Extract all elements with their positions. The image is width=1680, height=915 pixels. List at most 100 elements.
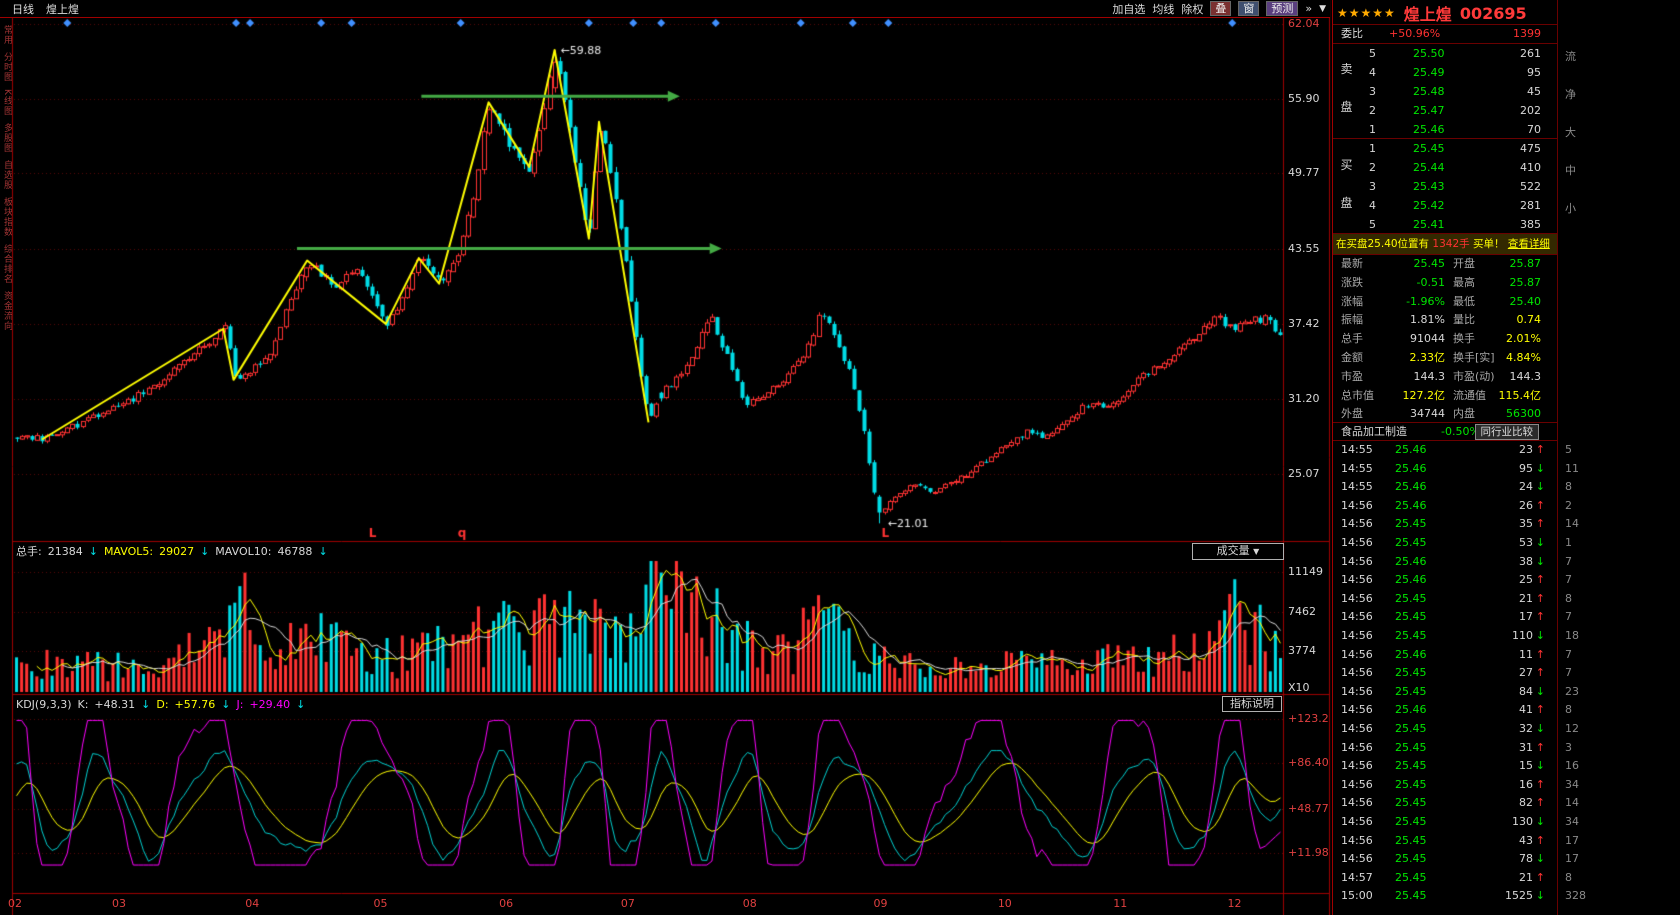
add-watchlist-button[interactable]: 加自选 xyxy=(1112,2,1146,16)
weibi-row: 委比 +50.96% 1399 xyxy=(1333,24,1680,43)
up-arrow-icon: ↑ xyxy=(1535,666,1545,679)
sidebar-item[interactable]: 资金流向 xyxy=(2,290,12,331)
tick-volume: 43 xyxy=(1519,834,1533,847)
tick-volume: 38 xyxy=(1519,555,1533,568)
tick-row[interactable]: 14:56 25.45 21 ↑ 8 xyxy=(1333,590,1680,608)
notice-detail-link[interactable]: 查看详细 xyxy=(1507,238,1550,250)
sell-level-row[interactable]: 5 25.50 261 xyxy=(1333,44,1680,63)
sidebar-item[interactable]: 板块指数 xyxy=(2,196,12,237)
tick-row[interactable]: 14:55 25.46 23 ↑ 5 xyxy=(1333,441,1680,459)
tick-price: 25.45 xyxy=(1395,889,1427,902)
sidebar-item[interactable]: 综合排名 xyxy=(2,243,12,284)
tick-row[interactable]: 14:56 25.46 41 ↑ 8 xyxy=(1333,701,1680,719)
indicator-help-button[interactable]: 指标说明 xyxy=(1222,696,1282,712)
stat-cell: 总手 91044 xyxy=(1333,329,1680,348)
overlay-button[interactable]: 叠 xyxy=(1210,1,1232,16)
tick-row[interactable]: 14:56 25.45 32 ↓ 12 xyxy=(1333,720,1680,738)
price-axis-label: 25.07 xyxy=(1288,466,1320,480)
industry-row: 食品加工制造 -0.50% 同行业比较 xyxy=(1333,423,1680,441)
sidebar-item[interactable]: 常用 xyxy=(2,25,12,45)
period-label[interactable]: 日线 xyxy=(12,2,34,16)
level-volume: 522 xyxy=(1520,180,1541,193)
tick-row[interactable]: 14:56 25.45 27 ↑ 7 xyxy=(1333,664,1680,682)
kdj-pane-header: KDJ(9,3,3) K: +48.31 ↓ D: +57.76 ↓ J: +2… xyxy=(16,696,305,712)
level-number: 3 xyxy=(1369,85,1376,98)
sell-level-row[interactable]: 1 25.46 70 xyxy=(1333,120,1680,139)
tick-row[interactable]: 14:56 25.45 17 ↑ 7 xyxy=(1333,608,1680,626)
stat-value: 25.87 xyxy=(1509,276,1542,289)
down-arrow-icon: ↓ xyxy=(200,544,210,558)
tick-row[interactable]: 14:56 25.45 110 ↓ 18 xyxy=(1333,627,1680,645)
separator-line xyxy=(1333,254,1557,255)
stat-value: 144.3 xyxy=(1413,370,1446,383)
sell-side-label: 卖盘 xyxy=(1340,62,1353,114)
skip-end-icon[interactable]: » xyxy=(1305,2,1313,15)
buy-level-row[interactable]: 3 25.43 522 xyxy=(1333,177,1680,196)
tick-row[interactable]: 14:56 25.46 11 ↑ 7 xyxy=(1333,646,1680,664)
tick-row[interactable]: 14:56 25.46 38 ↓ 7 xyxy=(1333,553,1680,571)
stat-cell: 外盘 34744 xyxy=(1333,404,1680,423)
buy-level-row[interactable]: 4 25.42 281 xyxy=(1333,196,1680,215)
kdj-axis-label: +11.98 xyxy=(1288,846,1329,860)
tick-time: 14:56 xyxy=(1341,555,1373,568)
predict-button[interactable]: 预测 xyxy=(1266,1,1299,16)
sell-level-row[interactable]: 2 25.47 202 xyxy=(1333,101,1680,120)
tick-count: 16 xyxy=(1565,759,1579,772)
sidebar-item[interactable]: 分时图 xyxy=(2,52,12,82)
sidebar-item[interactable]: 多股图 xyxy=(2,122,12,153)
sidebar-item[interactable]: K线图 xyxy=(2,89,12,116)
volume-indicator-selector[interactable]: 成交量 ▼ xyxy=(1192,543,1284,560)
window-button[interactable]: 窗 xyxy=(1238,1,1260,16)
down-arrow-icon: ↓ xyxy=(1535,815,1545,828)
volume-axis-label: 7462 xyxy=(1288,604,1316,618)
tick-row[interactable]: 14:55 25.46 24 ↓ 8 xyxy=(1333,478,1680,496)
exright-button[interactable]: 除权 xyxy=(1181,2,1204,16)
tick-row[interactable]: 14:56 25.45 35 ↑ 14 xyxy=(1333,515,1680,533)
tick-row[interactable]: 15:00 25.45 1525 ↓ 328 xyxy=(1333,887,1680,905)
tick-row[interactable]: 14:56 25.46 25 ↑ 7 xyxy=(1333,571,1680,589)
big-order-notice: 在买盘25.40位置有 1342手 买单！ 查看详细 xyxy=(1333,234,1557,254)
tick-row[interactable]: 14:56 25.45 15 ↓ 16 xyxy=(1333,757,1680,775)
level-price: 25.44 xyxy=(1413,161,1445,174)
stat-label: 涨幅 xyxy=(1341,295,1363,308)
tick-count: 7 xyxy=(1565,555,1572,568)
up-arrow-icon: ↑ xyxy=(1535,499,1545,512)
industry-name-link[interactable]: 食品加工制造 xyxy=(1341,425,1407,438)
stat-cell: 换手 2.01% xyxy=(1333,329,1680,348)
buy-level-row[interactable]: 5 25.41 385 xyxy=(1333,215,1680,234)
sidebar-item[interactable]: 自选股 xyxy=(2,159,12,190)
up-arrow-icon: ↑ xyxy=(1535,517,1545,530)
stat-cell: 最新 25.45 xyxy=(1333,254,1680,273)
tick-row[interactable]: 14:56 25.45 130 ↓ 34 xyxy=(1333,813,1680,831)
buy-level-row[interactable]: 2 25.44 410 xyxy=(1333,158,1680,177)
level-price: 25.43 xyxy=(1413,180,1445,193)
tick-row[interactable]: 14:56 25.45 31 ↑ 3 xyxy=(1333,739,1680,757)
tick-row[interactable]: 14:56 25.45 78 ↓ 17 xyxy=(1333,850,1680,868)
kdj-axis-label: +48.77 xyxy=(1288,801,1329,815)
buy-level-row[interactable]: 1 25.45 475 xyxy=(1333,139,1680,158)
tick-row[interactable]: 14:56 25.45 82 ↑ 14 xyxy=(1333,794,1680,812)
tick-row[interactable]: 14:56 25.45 16 ↑ 34 xyxy=(1333,776,1680,794)
level-volume: 261 xyxy=(1520,47,1541,60)
tick-volume: 27 xyxy=(1519,666,1533,679)
sell-level-row[interactable]: 3 25.48 45 xyxy=(1333,82,1680,101)
tick-row[interactable]: 14:57 25.45 21 ↑ 8 xyxy=(1333,869,1680,887)
tick-row[interactable]: 14:55 25.46 95 ↓ 11 xyxy=(1333,460,1680,478)
stat-value: 25.87 xyxy=(1509,257,1542,270)
cutoff-char: 中 xyxy=(1565,164,1576,177)
ma-button[interactable]: 均线 xyxy=(1152,2,1175,16)
tick-row[interactable]: 14:56 25.46 26 ↑ 2 xyxy=(1333,497,1680,515)
sell-level-row[interactable]: 4 25.49 95 xyxy=(1333,63,1680,82)
tick-count: 34 xyxy=(1565,778,1579,791)
stat-value: 127.2亿 xyxy=(1402,389,1446,402)
level-number: 2 xyxy=(1369,104,1376,117)
price-axis-label: 31.20 xyxy=(1288,392,1320,406)
tick-row[interactable]: 14:56 25.45 43 ↑ 17 xyxy=(1333,832,1680,850)
dropdown-icon[interactable]: ▼ xyxy=(1319,3,1326,14)
down-arrow-icon: ↓ xyxy=(1535,759,1545,772)
tick-time: 14:56 xyxy=(1341,648,1373,661)
tick-row[interactable]: 14:56 25.45 53 ↓ 1 xyxy=(1333,534,1680,552)
industry-compare-button[interactable]: 同行业比较 xyxy=(1474,424,1539,440)
stat-cell: 量比 0.74 xyxy=(1333,310,1680,329)
tick-row[interactable]: 14:56 25.45 84 ↓ 23 xyxy=(1333,683,1680,701)
